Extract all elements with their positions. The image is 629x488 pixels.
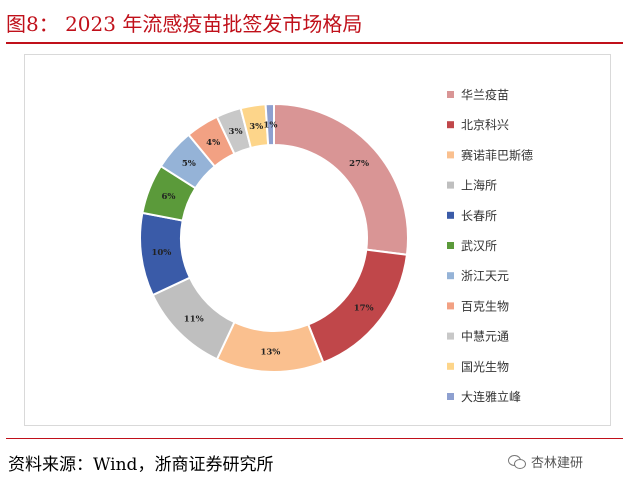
legend-label-4: 上海所 [461,178,497,193]
slice-1 [273,102,409,256]
legend-label-5: 长春所 [461,209,497,223]
figure-title: 图8： 2023 年流感疫苗批签发市场格局 [6,12,363,36]
legend-swatch-5 [447,211,454,219]
legend-label-1: 华兰疫苗 [461,87,509,102]
legend-swatch-7 [447,272,454,280]
legend-swatch-11 [447,393,454,400]
legend-label-11: 大连雅立峰 [461,389,521,404]
slice-label-6: 6% [161,192,175,202]
legend-label-2: 北京科兴 [461,118,509,132]
title-rule [6,42,623,44]
slice-label-9: 3% [229,127,243,137]
slice-label-5: 10% [151,248,171,258]
slice-label-11: 1% [263,121,277,131]
legend-swatch-8 [447,302,454,310]
slice-label-3: 13% [260,347,280,357]
watermark: 杏林建研 [508,452,583,471]
source-rule [6,438,623,439]
legend-swatch-1 [447,91,454,98]
slice-11 [264,102,275,147]
chart-frame [24,54,611,426]
legend-label-3: 赛诺菲巴斯德 [461,147,533,162]
slice-label-4: 11% [184,314,204,324]
slice-label-1: 27% [349,159,369,169]
legend-swatch-3 [447,151,454,159]
slice-label-7: 5% [182,159,196,169]
legend-swatch-10 [447,362,454,370]
slice-label-10: 3% [249,122,263,132]
source-note: 资料来源：Wind，浙商证券研究所 [8,455,274,475]
legend-label-10: 国光生物 [461,360,509,374]
legend-label-6: 武汉所 [461,239,497,253]
legend-swatch-9 [447,332,454,340]
legend-swatch-2 [447,121,454,129]
legend-swatch-4 [447,181,454,189]
slice-label-8: 4% [206,138,220,148]
legend-label-7: 浙江天元 [461,269,509,283]
legend-swatch-6 [447,242,454,249]
legend-label-9: 中慧元通 [461,329,509,344]
legend-label-8: 百克生物 [461,299,509,313]
watermark-text: 杏林建研 [531,456,584,471]
wechat-icon [508,454,526,469]
slice-label-2: 17% [354,304,374,314]
